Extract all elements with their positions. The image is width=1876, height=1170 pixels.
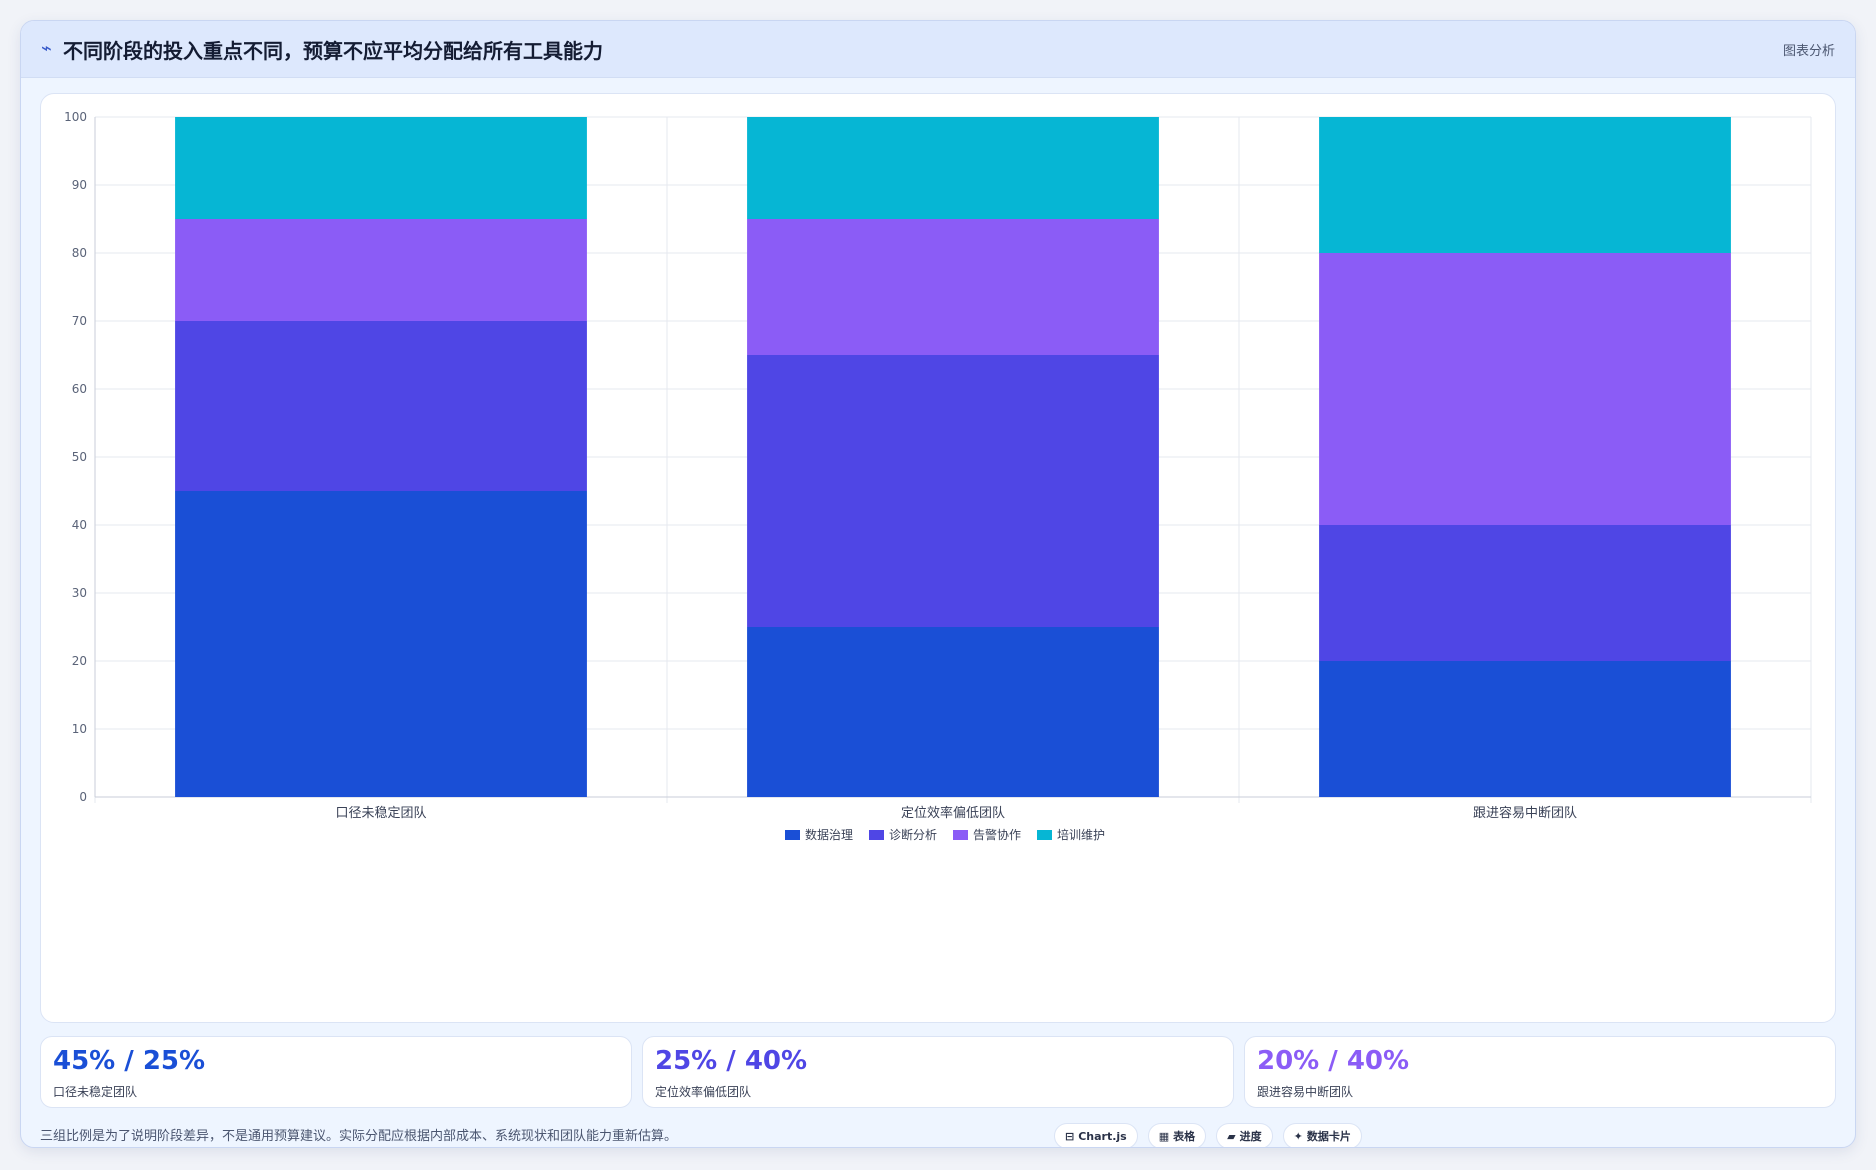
sparkle-icon: ✦ — [1293, 1129, 1303, 1143]
badge-label: 数据卡片 — [1306, 1130, 1351, 1143]
y-tick-label: 100 — [64, 110, 87, 124]
bar-segment — [1319, 661, 1731, 797]
y-tick-label: 20 — [72, 654, 87, 668]
stat-label: 定位效率偏低团队 — [655, 1085, 752, 1099]
trend-line-icon: ⌁ — [41, 38, 52, 59]
y-tick-label: 70 — [72, 314, 87, 328]
card-header: ⌁ 不同阶段的投入重点不同，预算不应平均分配给所有工具能力 图表分析 — [21, 21, 1855, 78]
chart-title: 不同阶段的投入重点不同，预算不应平均分配给所有工具能力 — [63, 39, 603, 63]
bar-segment — [175, 219, 587, 321]
y-tick-label: 0 — [79, 790, 87, 804]
stat-label: 跟进容易中断团队 — [1257, 1085, 1354, 1099]
badge-label: 进度 — [1239, 1130, 1262, 1143]
stat-value: 25% / 40% — [655, 1046, 808, 1076]
bar-segment — [175, 321, 587, 491]
footnote: 三组比例是为了说明阶段差异，不是通用预算建议。实际分配应根据内部成本、系统现状和… — [40, 1129, 678, 1144]
badge-label: Chart.js — [1078, 1129, 1127, 1143]
legend-swatch — [1037, 830, 1052, 840]
chart-analysis-tag: 图表分析 — [1782, 44, 1835, 59]
x-tick-label: 口径未稳定团队 — [335, 805, 426, 821]
bar-segment — [175, 491, 587, 797]
stat-card-3: 20% / 40% 跟进容易中断团队 — [1244, 1036, 1836, 1108]
badge-progress[interactable]: ▰ 进度 — [1216, 1123, 1273, 1147]
y-tick-label: 60 — [72, 382, 87, 396]
y-tick-label: 90 — [72, 178, 87, 192]
legend-swatch — [953, 830, 968, 840]
stat-value: 45% / 25% — [53, 1046, 206, 1076]
legend-swatch — [785, 830, 800, 840]
bar-segment — [747, 117, 1159, 219]
badge-table[interactable]: ▦ 表格 — [1147, 1123, 1207, 1147]
legend-label: 诊断分析 — [889, 827, 937, 842]
badge-label: 表格 — [1173, 1130, 1196, 1143]
stat-label: 口径未稳定团队 — [53, 1085, 138, 1099]
progress-icon: ▰ — [1227, 1129, 1236, 1143]
y-tick-label: 40 — [72, 518, 87, 532]
chart-icon: ⊟ — [1065, 1129, 1075, 1143]
y-tick-label: 30 — [72, 586, 87, 600]
y-tick-label: 80 — [72, 246, 87, 260]
legend-label: 培训维护 — [1057, 827, 1105, 842]
bar-segment — [747, 219, 1159, 355]
bar-segment — [1319, 525, 1731, 661]
bar-segment — [747, 627, 1159, 797]
chart-card: ⌁ 不同阶段的投入重点不同，预算不应平均分配给所有工具能力 图表分析 0 10 20… — [20, 20, 1856, 1148]
x-tick-label: 跟进容易中断团队 — [1473, 805, 1577, 821]
stacked-bar-chart: 0 10 20 30 40 50 60 70 80 90 100 口径未稳定团队 定位效率偏低团队 跟进容… — [64, 110, 1812, 842]
stat-value: 20% / 40% — [1257, 1046, 1410, 1076]
badge-data-card[interactable]: ✦ 数据卡片 — [1282, 1123, 1362, 1147]
stat-card-1: 45% / 25% 口径未稳定团队 — [40, 1036, 632, 1108]
legend-label: 数据治理 — [805, 827, 853, 842]
chart-panel: 0 10 20 30 40 50 60 70 80 90 100 口径未稳定团队 定位效率偏低团队 跟进容… — [40, 93, 1836, 1023]
bar-segment — [175, 117, 587, 219]
x-tick-label: 定位效率偏低团队 — [901, 805, 1005, 821]
y-tick-label: 10 — [72, 722, 87, 736]
table-icon: ▦ — [1158, 1129, 1170, 1143]
bar-segment — [747, 355, 1159, 627]
y-tick-label: 50 — [72, 450, 87, 464]
badge-row: ⊟ Chart.js ▦ 表格 ▰ 进度 ✦ 数据卡片 — [1054, 1123, 1362, 1147]
legend-swatch — [869, 830, 884, 840]
bar-segment — [1319, 117, 1731, 253]
bar-segment — [1319, 253, 1731, 525]
stat-card-2: 25% / 40% 定位效率偏低团队 — [642, 1036, 1234, 1108]
legend-label: 告警协作 — [973, 827, 1021, 842]
badge-chartjs[interactable]: ⊟ Chart.js — [1054, 1123, 1138, 1147]
